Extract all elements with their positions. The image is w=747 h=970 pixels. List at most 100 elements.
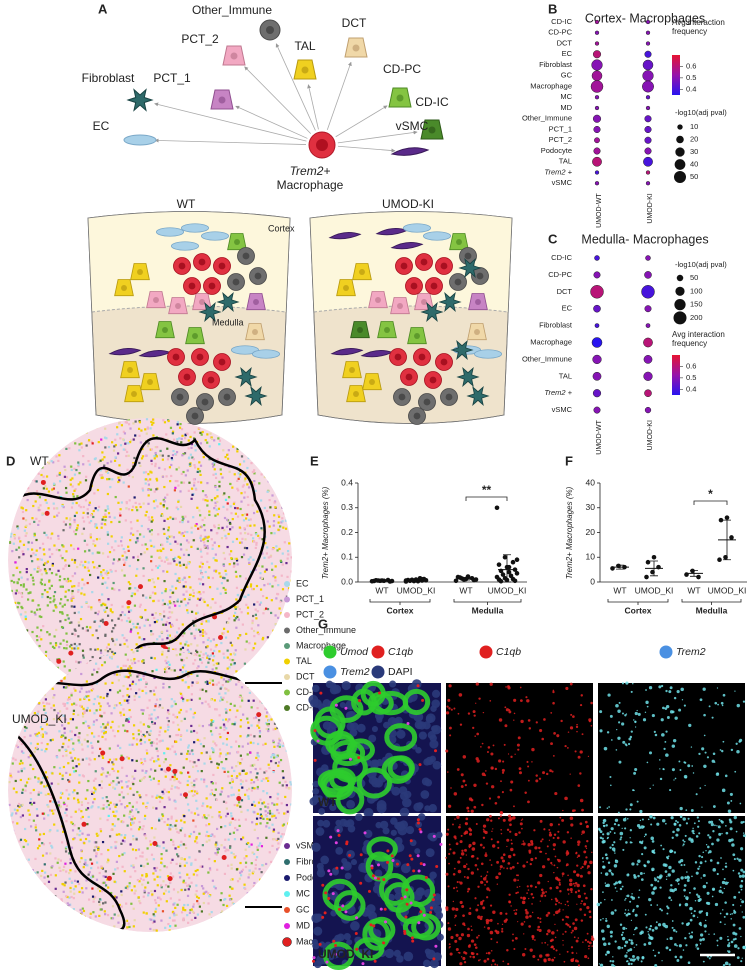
dot [592,114,602,123]
spot [116,673,119,676]
spot [279,445,282,449]
dot [591,337,603,348]
spot [118,854,121,858]
spot [36,639,39,642]
spot [167,890,171,893]
spot [149,732,152,735]
spot [110,570,113,573]
dot [644,147,652,155]
spot [222,742,225,745]
spot [108,477,111,481]
spot [210,925,213,928]
spot [72,493,75,496]
size-key [675,147,685,157]
spot [242,484,245,487]
spot [80,887,84,890]
spot [246,524,249,527]
spot [145,478,148,481]
spot [212,683,215,686]
spot [167,923,170,926]
spot [85,757,88,760]
spot [192,765,195,769]
dot [590,80,604,93]
spot [13,657,17,660]
spot [106,931,109,932]
spot [80,924,83,928]
spot [194,624,197,627]
spot [52,419,56,422]
spot [244,437,247,440]
spot [95,426,98,429]
spot [99,714,102,717]
spot [171,458,174,461]
spot [67,931,71,932]
spot [9,738,12,741]
spot [227,449,230,452]
spot [113,445,116,448]
spot [224,569,227,572]
spot [183,452,187,455]
spot [90,606,93,609]
spot [169,764,172,767]
spot [8,530,11,533]
spot [100,730,103,733]
spot [97,754,101,758]
spot [41,675,44,678]
spot [252,852,256,856]
spot [27,592,30,595]
spot [78,443,81,446]
spot [58,471,61,475]
spot [263,649,266,652]
spot [235,683,238,686]
spot [85,709,88,712]
spot [275,838,278,841]
spot [58,914,61,917]
spot [88,503,91,507]
spot [261,428,264,431]
spot [116,426,119,429]
dot [644,271,652,279]
spot [276,627,279,630]
spot [40,916,43,919]
spot [141,762,145,766]
spot [180,819,183,822]
spot [256,837,259,840]
spot [184,643,187,646]
spot [156,619,159,622]
spot [128,609,131,612]
spot [192,591,196,595]
spot [278,715,281,718]
cell-icon [191,348,209,366]
spot [269,687,272,690]
cell-icon [167,348,185,366]
trem2-spot [126,600,132,606]
spot [214,476,218,480]
spot [98,625,101,628]
cell-body [108,347,142,356]
spot [82,909,86,913]
spot [263,907,266,910]
spot [147,891,150,895]
spot [23,698,27,701]
spot [26,638,29,641]
spot [48,587,51,590]
spot [19,540,22,543]
spot [66,698,70,701]
cell-nucleus [232,278,240,286]
spot [71,589,74,593]
spot [65,643,69,647]
spot [63,465,66,468]
spot [62,639,65,642]
spot [254,442,257,445]
spot [120,905,123,908]
spot [190,610,194,613]
cell-icon [390,147,430,156]
spot [126,719,129,722]
spot [238,541,242,544]
spot [203,891,206,894]
spot [44,654,47,657]
spot [68,526,72,529]
spot [41,854,45,857]
spot [140,429,143,432]
spot [178,577,181,580]
